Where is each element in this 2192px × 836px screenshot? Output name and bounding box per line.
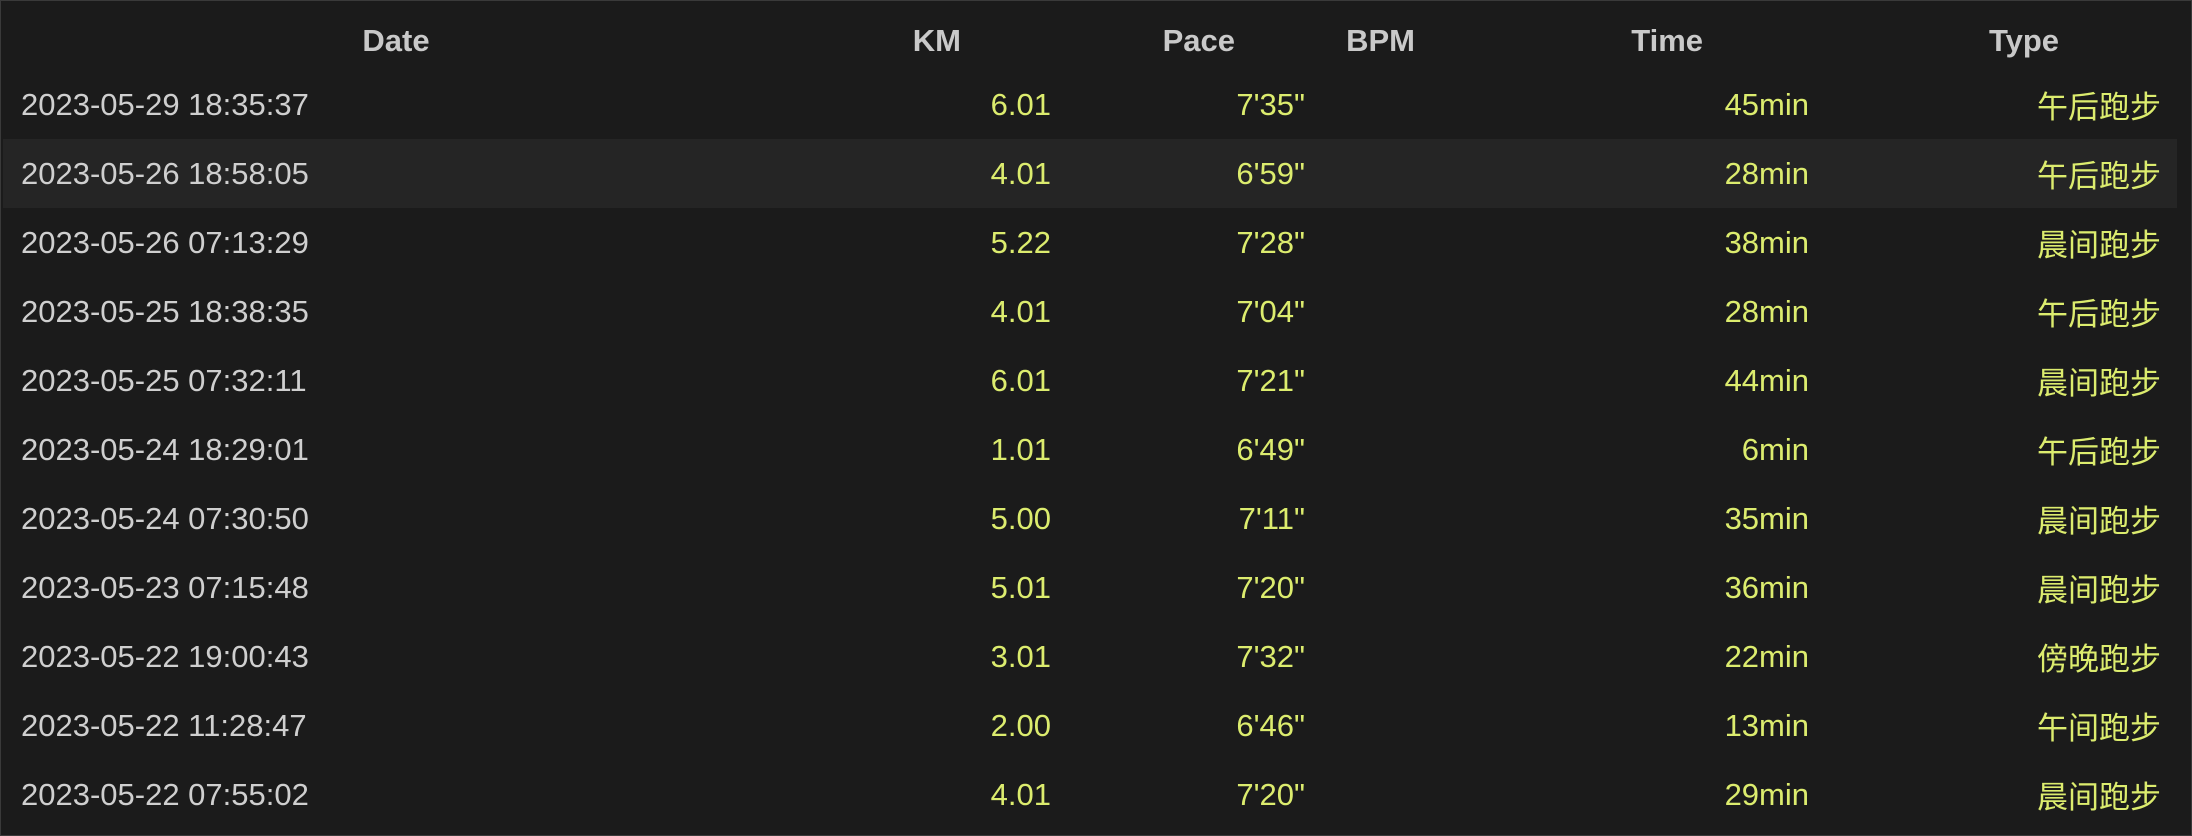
pace-cell: 7'20" [1236, 569, 1305, 605]
table-row[interactable]: 2023-05-29 18:35:37 6.01 7'35" 45min 午后跑步 [3, 70, 2177, 139]
km-cell: 1.01 [990, 431, 1051, 467]
pace-cell: 6'46" [1236, 707, 1305, 743]
column-header-pace[interactable]: Pace [1162, 22, 1235, 58]
table-row[interactable]: 2023-05-22 19:00:43 3.01 7'32" 22min 傍晚跑步 [3, 622, 2177, 691]
table-row[interactable]: 2023-05-26 18:58:05 4.01 6'59" 28min 午后跑步 [3, 139, 2177, 208]
time-cell: 36min [1724, 569, 1809, 605]
time-cell: 29min [1724, 776, 1809, 812]
date-cell: 2023-05-29 18:35:37 [21, 86, 309, 122]
column-header-type[interactable]: Type [1988, 22, 2059, 58]
pace-cell: 7'28" [1236, 224, 1305, 260]
time-cell: 13min [1724, 707, 1809, 743]
date-cell: 2023-05-24 07:30:50 [21, 500, 309, 536]
km-cell: 4.01 [990, 293, 1051, 329]
date-cell: 2023-05-24 18:29:01 [21, 431, 309, 467]
column-header-km[interactable]: KM [912, 22, 961, 58]
date-cell: 2023-05-25 07:32:11 [21, 362, 307, 398]
bpm-cell [1305, 277, 1537, 346]
column-header-bpm[interactable]: BPM [1346, 22, 1415, 58]
type-cell: 晨间跑步 [2037, 780, 2161, 815]
type-cell: 午间跑步 [2037, 711, 2161, 746]
km-cell: 4.01 [990, 776, 1051, 812]
column-header-date[interactable]: Date [362, 22, 430, 58]
date-cell: 2023-05-23 07:15:48 [21, 569, 309, 605]
table-row[interactable]: 2023-05-22 11:28:47 2.00 6'46" 13min 午间跑步 [3, 691, 2177, 760]
pace-cell: 7'21" [1236, 362, 1305, 398]
table-row[interactable]: 2023-05-22 07:55:02 4.01 7'20" 29min 晨间跑步 [3, 760, 2177, 829]
bpm-cell [1305, 70, 1537, 139]
table-header-row: Date KM Pace BPM Time Type [3, 11, 2177, 70]
date-cell: 2023-05-22 07:55:02 [21, 776, 309, 812]
time-cell: 35min [1724, 500, 1809, 536]
runs-table: Date KM Pace BPM Time Type 2023-05-29 18… [3, 11, 2177, 829]
pace-cell: 6'59" [1236, 155, 1305, 191]
date-cell: 2023-05-26 18:58:05 [21, 155, 309, 191]
pace-cell: 7'20" [1236, 776, 1305, 812]
table-body: 2023-05-29 18:35:37 6.01 7'35" 45min 午后跑步 20… [3, 70, 2177, 829]
time-cell: 38min [1724, 224, 1809, 260]
pace-cell: 7'04" [1236, 293, 1305, 329]
bpm-cell [1305, 415, 1537, 484]
time-cell: 6min [1741, 431, 1809, 467]
bpm-cell [1305, 622, 1537, 691]
type-cell: 傍晚跑步 [2037, 642, 2161, 677]
table-row[interactable]: 2023-05-26 07:13:29 5.22 7'28" 38min 晨间跑步 [3, 208, 2177, 277]
date-cell: 2023-05-25 18:38:35 [21, 293, 309, 329]
km-cell: 6.01 [990, 86, 1051, 122]
table-row[interactable]: 2023-05-25 18:38:35 4.01 7'04" 28min 午后跑步 [3, 277, 2177, 346]
km-cell: 2.00 [990, 707, 1051, 743]
pace-cell: 7'35" [1236, 86, 1305, 122]
pace-cell: 6'49" [1236, 431, 1305, 467]
km-cell: 5.01 [990, 569, 1051, 605]
table-row[interactable]: 2023-05-25 07:32:11 6.01 7'21" 44min 晨间跑步 [3, 346, 2177, 415]
bpm-cell [1305, 139, 1537, 208]
time-cell: 28min [1724, 155, 1809, 191]
type-cell: 午后跑步 [2037, 159, 2161, 194]
table-row[interactable]: 2023-05-23 07:15:48 5.01 7'20" 36min 晨间跑步 [3, 553, 2177, 622]
date-cell: 2023-05-22 19:00:43 [21, 638, 309, 674]
type-cell: 晨间跑步 [2037, 366, 2161, 401]
km-cell: 5.22 [990, 224, 1051, 260]
bpm-cell [1305, 553, 1537, 622]
time-cell: 45min [1724, 86, 1809, 122]
bpm-cell [1305, 346, 1537, 415]
date-cell: 2023-05-26 07:13:29 [21, 224, 309, 260]
pace-cell: 7'11" [1238, 500, 1305, 536]
type-cell: 午后跑步 [2037, 297, 2161, 332]
km-cell: 6.01 [990, 362, 1051, 398]
type-cell: 午后跑步 [2037, 90, 2161, 125]
time-cell: 22min [1724, 638, 1809, 674]
type-cell: 晨间跑步 [2037, 228, 2161, 263]
type-cell: 晨间跑步 [2037, 573, 2161, 608]
bpm-cell [1305, 691, 1537, 760]
type-cell: 晨间跑步 [2037, 504, 2161, 539]
time-cell: 28min [1724, 293, 1809, 329]
km-cell: 4.01 [990, 155, 1051, 191]
pace-cell: 7'32" [1236, 638, 1305, 674]
bpm-cell [1305, 484, 1537, 553]
km-cell: 5.00 [990, 500, 1051, 536]
date-cell: 2023-05-22 11:28:47 [21, 707, 307, 743]
table-row[interactable]: 2023-05-24 18:29:01 1.01 6'49" 6min 午后跑步 [3, 415, 2177, 484]
column-header-time[interactable]: Time [1631, 22, 1703, 58]
table-row[interactable]: 2023-05-24 07:30:50 5.00 7'11" 35min 晨间跑步 [3, 484, 2177, 553]
bpm-cell [1305, 208, 1537, 277]
type-cell: 午后跑步 [2037, 435, 2161, 470]
km-cell: 3.01 [990, 638, 1051, 674]
bpm-cell [1305, 760, 1537, 829]
time-cell: 44min [1724, 362, 1809, 398]
